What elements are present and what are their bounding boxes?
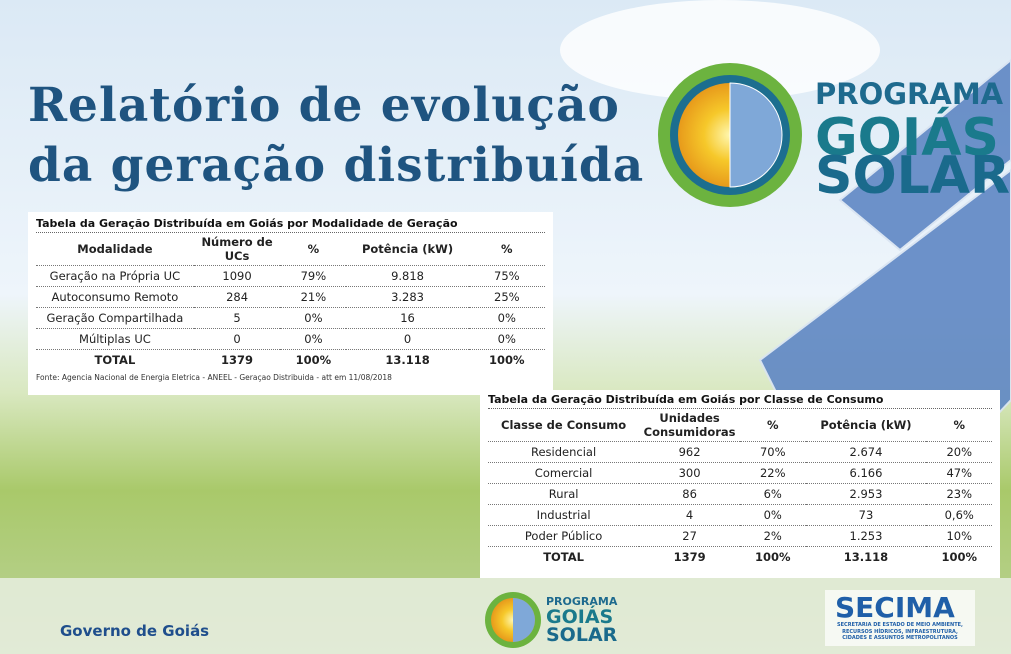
table-cell: 2.953 xyxy=(806,484,927,505)
table-cell: 23% xyxy=(926,484,992,505)
table-cell: 10% xyxy=(926,526,992,547)
table-cell: Geração Compartilhada xyxy=(36,308,194,329)
total-cell: 13.118 xyxy=(346,350,468,371)
header-cell: % xyxy=(280,233,346,266)
secima-line: CIDADES E ASSUNTOS METROPOLITANOS xyxy=(830,635,970,642)
table-cell: 79% xyxy=(280,266,346,287)
total-cell: TOTAL xyxy=(36,350,194,371)
table-card: Tabela da Geração Distribuída em Goiás p… xyxy=(28,212,553,395)
header-cell: Número de UCs xyxy=(194,233,281,266)
total-cell: 100% xyxy=(280,350,346,371)
header-cell: Modalidade xyxy=(36,233,194,266)
table-cell: 0 xyxy=(346,329,468,350)
table-cell: 0% xyxy=(469,329,545,350)
table-cell: 300 xyxy=(639,463,740,484)
table-card: Tabela da Geração Distribuída em Goiás p… xyxy=(480,390,1000,578)
logo-text: SOLAR xyxy=(815,150,1010,202)
table-cell: 962 xyxy=(639,442,740,463)
page: Relatório de evolução da geração distrib… xyxy=(0,0,1011,654)
table-cell: 22% xyxy=(740,463,806,484)
table-cell: 16 xyxy=(346,308,468,329)
secima-logo: SECIMA xyxy=(835,594,955,622)
table-cell: Rural xyxy=(488,484,639,505)
logo-text: PROGRAMA xyxy=(815,80,1003,109)
header-cell: Unidades Consumidoras xyxy=(639,409,740,442)
table-cell: 2% xyxy=(740,526,806,547)
table-cell: 0% xyxy=(740,505,806,526)
secima-line: SECRETARIA DE ESTADO DE MEIO AMBIENTE, xyxy=(830,622,970,629)
table-cell: 1090 xyxy=(194,266,281,287)
table-cell: 4 xyxy=(639,505,740,526)
title-line: Relatório de evolução xyxy=(28,78,620,133)
header-cell: % xyxy=(469,233,545,266)
table-cell: 21% xyxy=(280,287,346,308)
table-cell: 27 xyxy=(639,526,740,547)
table-cell: 6% xyxy=(740,484,806,505)
table-cell: 0,6% xyxy=(926,505,992,526)
table-cell: Comercial xyxy=(488,463,639,484)
table-cell: Geração na Própria UC xyxy=(36,266,194,287)
total-cell: 100% xyxy=(740,547,806,568)
table-cell: 6.166 xyxy=(806,463,927,484)
source-note: Fonte: Agencia Nacional de Energia Eletr… xyxy=(36,373,545,382)
table-cell: 70% xyxy=(740,442,806,463)
header-cell: Potência (kW) xyxy=(346,233,468,266)
table-cell: 25% xyxy=(469,287,545,308)
table-cell: 9.818 xyxy=(346,266,468,287)
table-cell: 284 xyxy=(194,287,281,308)
total-cell: 100% xyxy=(926,547,992,568)
table-title: Tabela da Geração Distribuída em Goiás p… xyxy=(36,217,545,233)
table-cell: 2.674 xyxy=(806,442,927,463)
table-cell: 0 xyxy=(194,329,281,350)
footer-government: Governo de Goiás xyxy=(60,622,209,640)
table-cell: Múltiplas UC xyxy=(36,329,194,350)
table-title: Tabela da Geração Distribuída em Goiás p… xyxy=(488,393,992,409)
title-line: da geração distribuída xyxy=(28,138,644,193)
table-cell: Poder Público xyxy=(488,526,639,547)
table-cell: 0% xyxy=(280,308,346,329)
table-cell: 47% xyxy=(926,463,992,484)
table-cell: 1.253 xyxy=(806,526,927,547)
table-cell: 5 xyxy=(194,308,281,329)
table-cell: 73 xyxy=(806,505,927,526)
table-cell: Industrial xyxy=(488,505,639,526)
table-cell: 0% xyxy=(469,308,545,329)
table-cell: Residencial xyxy=(488,442,639,463)
total-cell: 1379 xyxy=(639,547,740,568)
table-cell: 20% xyxy=(926,442,992,463)
logo-text: SOLAR xyxy=(546,626,617,645)
total-cell: 13.118 xyxy=(806,547,927,568)
header-cell: % xyxy=(740,409,806,442)
header-cell: Classe de Consumo xyxy=(488,409,639,442)
total-cell: 1379 xyxy=(194,350,281,371)
table-cell: 0% xyxy=(280,329,346,350)
secima-subtitle: SECRETARIA DE ESTADO DE MEIO AMBIENTE, R… xyxy=(830,622,970,642)
total-cell: 100% xyxy=(469,350,545,371)
table-cell: 86 xyxy=(639,484,740,505)
header-cell: % xyxy=(926,409,992,442)
table-cell: Autoconsumo Remoto xyxy=(36,287,194,308)
table-cell: 75% xyxy=(469,266,545,287)
total-cell: TOTAL xyxy=(488,547,639,568)
header-cell: Potência (kW) xyxy=(806,409,927,442)
table-cell: 3.283 xyxy=(346,287,468,308)
